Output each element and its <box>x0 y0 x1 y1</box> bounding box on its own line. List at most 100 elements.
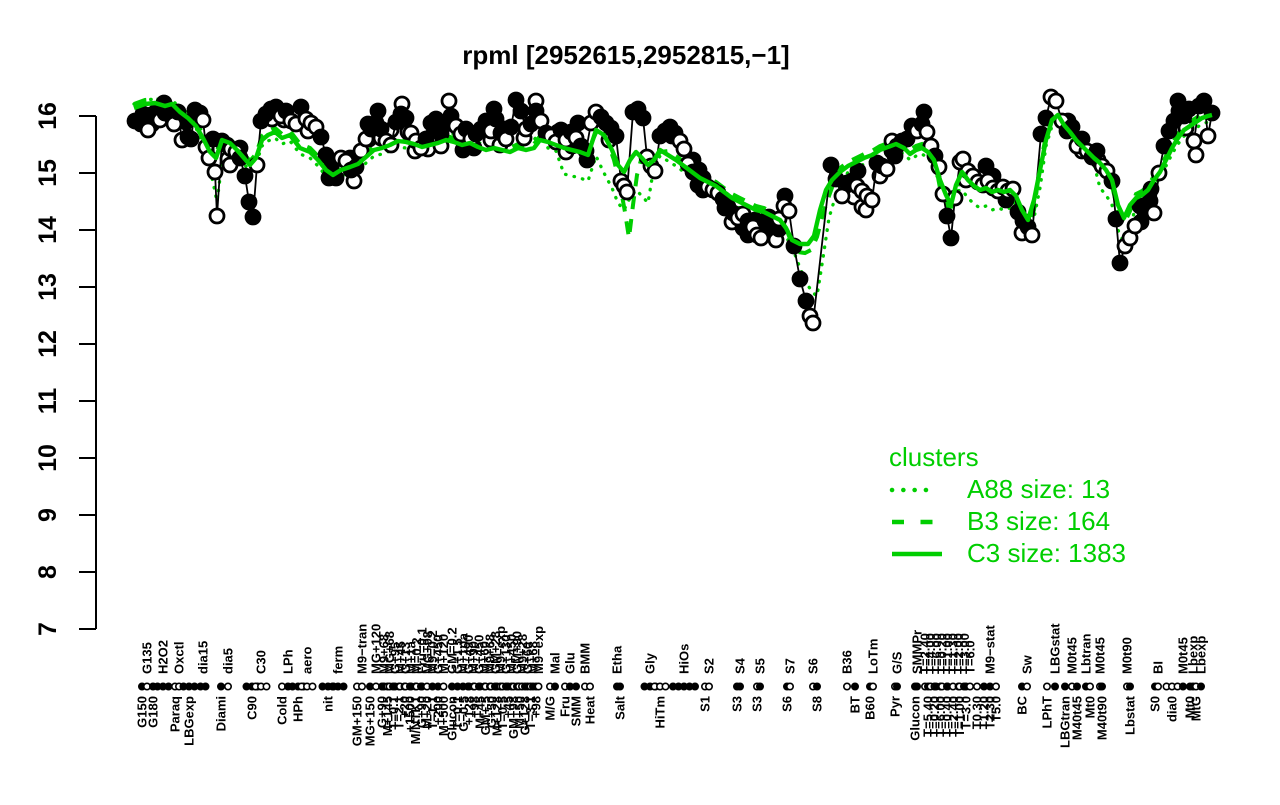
svg-text:ferm: ferm <box>331 646 346 674</box>
svg-text:Fru=0.1: Fru=0.1 <box>414 627 429 674</box>
svg-text:T=1.00: T=1.00 <box>952 696 967 737</box>
svg-text:GM+90: GM+90 <box>509 631 524 674</box>
svg-text:BT: BT <box>848 696 863 713</box>
svg-text:G+13: G+13 <box>398 642 413 674</box>
svg-text:G/S: G/S <box>890 651 905 674</box>
svg-text:M0t45: M0t45 <box>1065 637 1080 674</box>
svg-text:Sw: Sw <box>1020 654 1035 674</box>
svg-text:G180: G180 <box>146 696 161 728</box>
svg-text:M0t90: M0t90 <box>1120 637 1135 674</box>
svg-text:Lbexp: Lbexp <box>1186 636 1201 674</box>
svg-text:Lbtran: Lbtran <box>1079 634 1094 675</box>
svg-text:Mal: Mal <box>548 652 563 674</box>
svg-text:Lbexp: Lbexp <box>1194 636 1209 674</box>
svg-text:S2: S2 <box>702 658 717 674</box>
svg-text:T1.20: T1.20 <box>977 696 992 729</box>
svg-text:M=0.2: M=0.2 <box>409 638 424 675</box>
svg-text:Mt0: Mt0 <box>1083 696 1098 718</box>
svg-text:M+45: M+45 <box>393 641 408 674</box>
svg-text:S8: S8 <box>810 696 825 712</box>
svg-text:G135: G135 <box>140 642 155 674</box>
svg-text:M+128: M+128 <box>489 696 504 736</box>
svg-text:MG+150: MG+150 <box>363 696 378 746</box>
svg-text:MG+98: MG+98 <box>420 631 435 674</box>
svg-text:G+128: G+128 <box>517 696 532 735</box>
svg-text:12: 12 <box>34 330 62 358</box>
svg-text:G150: G150 <box>135 696 150 728</box>
svg-text:M9−exp: M9−exp <box>493 626 508 674</box>
svg-text:HiOs: HiOs <box>677 644 692 674</box>
svg-text:M0t45: M0t45 <box>1093 637 1108 674</box>
svg-text:B3 size: 164: B3 size: 164 <box>967 506 1110 536</box>
svg-text:G−0.5: G−0.5 <box>456 696 471 732</box>
svg-text:+98: +98 <box>467 696 482 718</box>
svg-text:M9−stat: M9−stat <box>983 625 998 674</box>
svg-text:M+500: M+500 <box>436 696 451 736</box>
svg-text:T=2.00: T=2.00 <box>951 633 966 674</box>
svg-text:M9+28: M9+28 <box>515 634 530 674</box>
svg-text:T=0.20: T=0.20 <box>934 633 949 674</box>
svg-text:MG+68: MG+68 <box>382 631 397 674</box>
svg-text:C3 size: 1383: C3 size: 1383 <box>967 538 1126 568</box>
svg-text:S1: S1 <box>698 696 713 712</box>
svg-text:dia5: dia5 <box>221 648 236 674</box>
svg-text:Pyr: Pyr <box>888 696 903 717</box>
svg-text:Lbstat: Lbstat <box>1123 695 1138 735</box>
svg-text:G+90: G+90 <box>414 696 429 728</box>
svg-text:11: 11 <box>34 388 62 415</box>
svg-text:S4: S4 <box>733 657 748 674</box>
svg-text:G+60: G+60 <box>520 642 535 674</box>
svg-text:13: 13 <box>34 273 62 301</box>
svg-text:M9+68: M9+68 <box>377 634 392 674</box>
svg-text:GM+.5: GM+.5 <box>478 696 493 735</box>
svg-text:M+45: M+45 <box>473 696 488 729</box>
svg-text:T=3.00: T=3.00 <box>957 633 972 674</box>
svg-text:Diami: Diami <box>214 696 229 731</box>
svg-text:Etha: Etha <box>610 645 625 674</box>
svg-text:+128: +128 <box>461 696 476 725</box>
svg-text:Glu: Glu <box>563 652 578 674</box>
svg-text:A88 size: 13: A88 size: 13 <box>967 474 1110 504</box>
svg-text:S5: S5 <box>753 658 768 674</box>
svg-text:15: 15 <box>34 159 62 187</box>
svg-text:MtG: MtG <box>1189 696 1204 721</box>
svg-text:LPh: LPh <box>281 649 296 674</box>
svg-text:M+120: M+120 <box>436 634 451 674</box>
svg-text:M9−tran: M9−tran <box>355 624 370 674</box>
svg-text:BI: BI <box>1151 661 1166 674</box>
svg-text:T=0.5: T=0.5 <box>495 696 510 730</box>
svg-text:Salt: Salt <box>613 695 628 720</box>
svg-text:M40t90: M40t90 <box>1095 696 1110 740</box>
svg-text:T=3.1: T=3.1 <box>523 696 538 730</box>
svg-text:M9−exp: M9−exp <box>531 626 546 674</box>
svg-text:T=1.30: T=1.30 <box>946 633 961 674</box>
svg-text:T=6.0: T=6.0 <box>962 640 977 674</box>
svg-text:Glucon: Glucon <box>445 696 460 741</box>
svg-text:M+145: M+145 <box>380 696 395 736</box>
svg-text:T=1.00: T=1.00 <box>940 633 955 674</box>
svg-text:LBGtran: LBGtran <box>1058 696 1073 748</box>
svg-text:T=6.00: T=6.00 <box>933 696 948 737</box>
svg-text:LBGstat: LBGstat <box>1048 623 1063 674</box>
svg-text:G+1.5: G+1.5 <box>450 638 465 674</box>
svg-text:dia0: dia0 <box>1165 696 1180 722</box>
svg-text:G+95: G+95 <box>387 642 402 674</box>
svg-text:G+130: G+130 <box>499 635 514 674</box>
svg-text:GM+98: GM+98 <box>506 696 521 739</box>
svg-text:T0.30: T0.30 <box>970 696 985 729</box>
svg-text:M+90: M+90 <box>466 641 481 674</box>
svg-text:G+490: G+490 <box>461 635 476 674</box>
svg-text:G+450: G+450 <box>472 635 487 674</box>
svg-text:G+450: G+450 <box>431 635 446 674</box>
svg-text:B60: B60 <box>863 696 878 720</box>
svg-text:S0: S0 <box>1148 696 1163 712</box>
svg-text:BC: BC <box>1015 695 1030 714</box>
svg-text:GM+150: GM+150 <box>350 696 365 746</box>
svg-text:H2O2: H2O2 <box>156 640 171 674</box>
svg-text:+98: +98 <box>529 696 544 718</box>
svg-text:M+60: M+60 <box>477 641 492 674</box>
svg-text:clusters: clusters <box>889 442 979 472</box>
svg-text:T=5.40: T=5.40 <box>921 696 936 737</box>
svg-text:S6: S6 <box>780 696 795 712</box>
svg-text:T=0.20: T=0.20 <box>927 696 942 737</box>
